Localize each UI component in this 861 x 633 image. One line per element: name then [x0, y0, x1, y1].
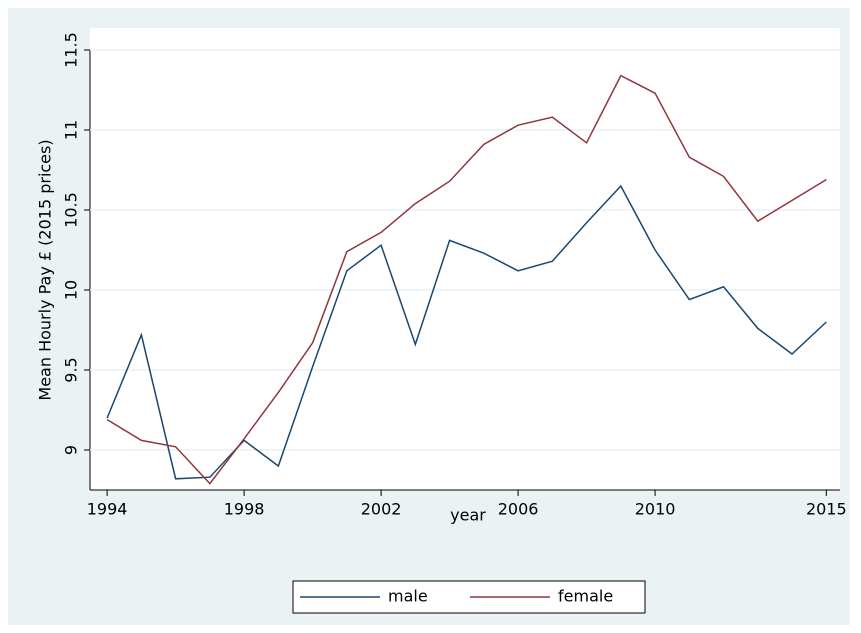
x-tick-label: 1994 [87, 500, 128, 519]
plot-area [90, 28, 840, 490]
y-tick-label: 9.5 [62, 357, 81, 382]
y-tick-label: 11.5 [62, 32, 81, 68]
y-tick-label: 11 [62, 120, 81, 140]
x-tick-label: 2015 [806, 500, 847, 519]
x-tick-label: 1998 [224, 500, 265, 519]
x-axis-label: year [450, 506, 486, 525]
y-axis-label: Mean Hourly Pay £ (2015 prices) [36, 139, 55, 400]
y-tick-label: 9 [62, 445, 81, 455]
series-line [106, 184, 827, 480]
y-tick-label: 10 [62, 280, 81, 300]
x-tick-label: 2002 [361, 500, 402, 519]
series-line [106, 74, 827, 485]
y-tick-label: 10.5 [62, 192, 81, 228]
legend-label: male [388, 587, 428, 606]
x-tick-label: 2006 [498, 500, 539, 519]
legend-label: female [558, 587, 613, 606]
x-tick-label: 2010 [635, 500, 676, 519]
